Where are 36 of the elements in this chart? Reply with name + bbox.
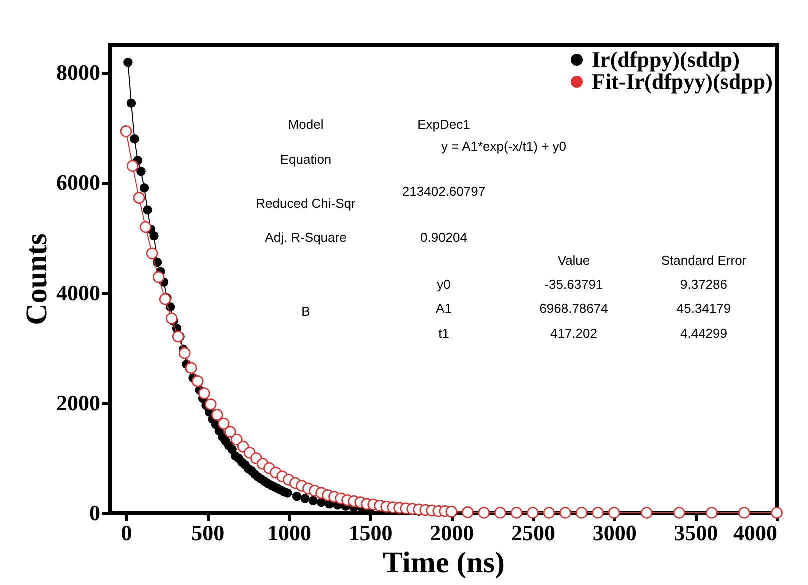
x-tick-label: 3000 [592,520,637,546]
annotation: 45.34179 [676,301,732,316]
annotation: y0 [437,277,451,292]
annotation: Value [558,253,590,268]
annotation: 417.202 [550,326,598,341]
x-tick-label: 4000 [734,520,778,546]
annotation: 0.90204 [420,230,468,245]
y-tick-label: 6000 [56,170,100,196]
x-tick-label: 2000 [430,520,474,546]
annotation: y = A1*exp(-x/t1) + y0 [441,139,567,154]
x-tick-label: 1500 [348,520,393,546]
x-tick-label: 500 [192,520,225,546]
annotation: B [302,304,310,319]
annotation: 6968.78674 [540,301,608,316]
annotation: t1 [438,326,450,341]
annotation: ExpDec1 [418,117,470,132]
annotation: A1 [436,301,452,316]
annotation: -35.63791 [544,277,604,292]
annotation: Equation [280,152,332,167]
annotation: 4.44299 [680,326,728,341]
x-tick-label: 1000 [267,520,312,546]
x-tick-label: 0 [121,520,132,546]
y-tick-label: 8000 [56,60,100,86]
x-axis-title: Time (ns) [383,546,505,580]
annotation: Adj. R-Square [265,230,347,245]
annotation: 213402.60797 [402,184,486,199]
y-tick-label: 4000 [56,280,100,306]
annotation: Reduced Chi-Sqr [256,196,357,211]
annotation: 9.37286 [680,277,728,292]
x-tick-label: 2500 [511,520,556,546]
annotation: Standard Error [661,253,748,268]
y-tick-label: 0 [90,500,100,526]
y-axis-title: Counts [20,234,54,326]
y-tick-label: 2000 [56,390,100,416]
x-tick-label: 3500 [674,520,718,546]
annotation: Model [288,117,324,132]
